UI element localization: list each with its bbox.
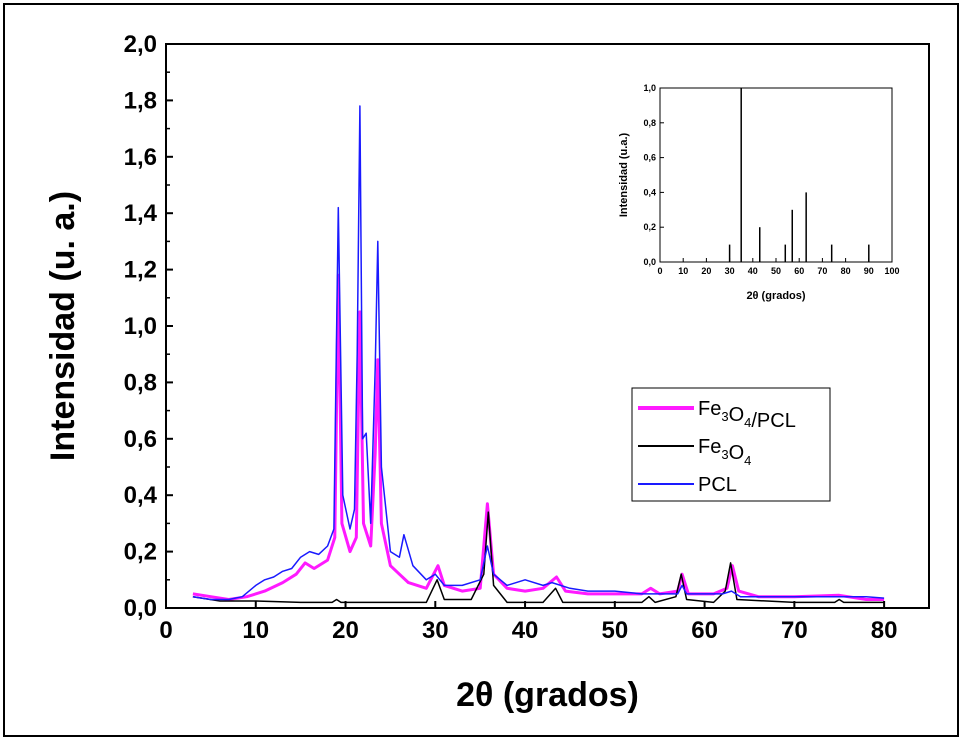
inset-y-tick-label: 0,4 [643,187,656,197]
series-line-2 [192,105,885,601]
inset-plot: 0 10 20 30 40 50 60 70 80 90 100 0,0 0,2 0,4 0,6 0,8 1,0… [618,83,900,302]
y-tick-label: 0,2 [124,539,157,566]
y-tick-label: 0,8 [124,369,157,396]
inset-bars-group [728,88,870,262]
x-axis-title: 2θ (grados) [456,676,639,714]
inset-y-axis-title: Intensidad (u.a.) [618,132,630,217]
x-tick-label: 60 [691,617,718,644]
y-tick-label: 1,6 [124,144,157,171]
inset-x-tick-label: 90 [864,266,874,276]
inset-y-tick-label: 0,2 [643,222,656,232]
inset-x-tick-label: 100 [884,266,899,276]
inset-y-tick-label: 0,0 [643,257,656,267]
y-tick-label: 0,0 [124,595,157,622]
legend-label-1: Fe3O4 [698,436,751,468]
legend-text-part: Fe [698,436,721,458]
inset-x-tick-label: 70 [817,266,827,276]
inset-background [660,88,892,262]
legend-text-part: O [729,404,745,426]
legend-text-part: 3 [721,409,728,424]
x-tick-label: 0 [159,617,172,644]
inset-x-tick-label: 0 [657,266,662,276]
legend-text-part: Fe [698,398,721,420]
legend-label-2: PCL [698,474,737,496]
y-tick-label: 1,0 [124,313,157,340]
x-tick-label: 50 [601,617,628,644]
legend-text-part: 4 [744,453,751,468]
inset-y-tick-label: 0,6 [643,153,656,163]
x-tick-label: 80 [871,617,898,644]
legend-text-part: PCL [698,474,737,496]
y-tick-label: 0,6 [124,426,157,453]
inset-x-tick-label: 10 [678,266,688,276]
y-tick-label: 0,4 [124,482,158,509]
legend-text-part: O [729,442,745,464]
main-series-group [192,105,885,604]
main-axis-ticks: 0 10 20 30 40 50 60 70 800,00,20,40,60,81,01,21,… [124,31,898,644]
main-plot: 0 10 20 30 40 50 60 70 800,00,20,40,60,81,01,21,… [44,31,930,714]
y-tick-label: 1,4 [124,200,158,227]
series-line-1 [192,511,885,604]
inset-y-tick-label: 0,8 [643,118,656,128]
inset-x-tick-label: 60 [794,266,804,276]
legend-label-0: Fe3O4/PCL [698,398,796,432]
x-tick-label: 30 [422,617,449,644]
legend-text-part: /PCL [751,410,795,432]
x-tick-label: 10 [242,617,269,644]
inset-axis-ticks: 0 10 20 30 40 50 60 70 80 90 100 0,0 0,2 0,4 0,6 0,8 1,0 [643,83,899,276]
x-tick-label: 70 [781,617,808,644]
legend-text-part: 4 [744,415,751,430]
inset-x-axis-title: 2θ (grados) [746,290,805,302]
y-tick-label: 1,8 [124,87,157,114]
x-tick-label: 20 [332,617,359,644]
inset-x-tick-label: 80 [841,266,851,276]
inset-x-tick-label: 40 [748,266,758,276]
y-tick-label: 1,2 [124,257,157,284]
y-axis-title: Intensidad (u. a.) [44,191,82,461]
inset-x-tick-label: 50 [771,266,781,276]
x-tick-label: 40 [512,617,539,644]
y-tick-label: 2,0 [124,31,157,58]
inset-x-tick-label: 30 [725,266,735,276]
inset-y-tick-label: 1,0 [643,83,656,93]
inset-x-tick-label: 20 [701,266,711,276]
legend-text-part: 3 [721,447,728,462]
